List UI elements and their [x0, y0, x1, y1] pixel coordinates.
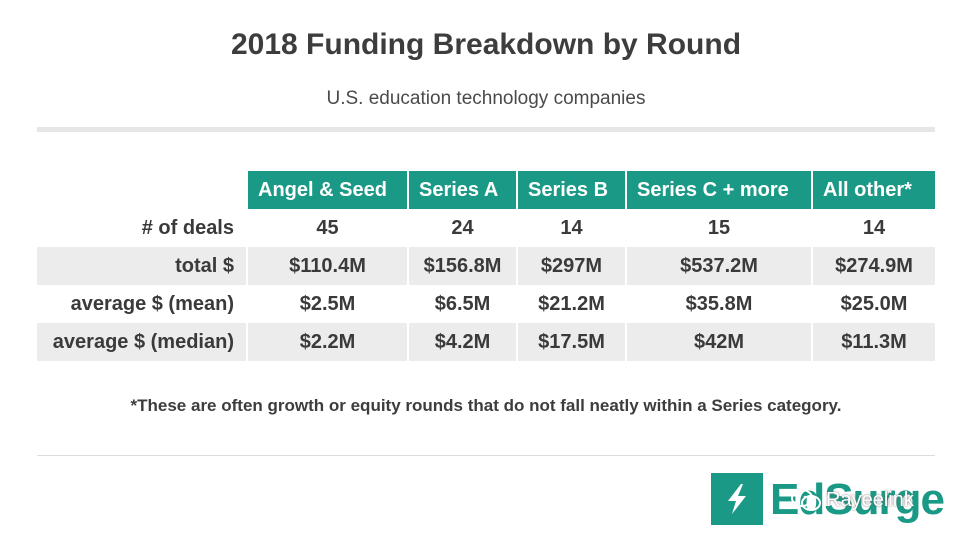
row-label: average $ (mean) — [70, 292, 234, 315]
table-row: # of deals 45 24 14 15 14 — [37, 209, 935, 247]
table-cell: $537.2M — [625, 247, 811, 285]
table-cell: $274.9M — [811, 247, 935, 285]
table-cell: $25.0M — [811, 285, 935, 323]
table-cell: 24 — [407, 209, 516, 247]
chart-title: 2018 Funding Breakdown by Round — [230, 28, 742, 61]
table-row: average $ (mean) $2.5M $6.5M $21.2M $35.… — [37, 285, 935, 323]
table-cell: $2.2M — [246, 323, 407, 361]
row-label: # of deals — [141, 216, 234, 239]
wechat-icon — [791, 489, 821, 511]
column-header: Series B — [516, 171, 625, 209]
table-cell: $297M — [516, 247, 625, 285]
table-cell: $21.2M — [516, 285, 625, 323]
column-header: All other* — [811, 171, 935, 209]
table-cell: 14 — [811, 209, 935, 247]
table-cell: $156.8M — [407, 247, 516, 285]
column-header: Series C + more — [625, 171, 811, 209]
table-cell: 45 — [246, 209, 407, 247]
watermark: Rayeelink — [790, 488, 914, 512]
table-cell: $6.5M — [407, 285, 516, 323]
table-row: average $ (median) $2.2M $4.2M $17.5M $4… — [37, 323, 935, 361]
table-row: total $ $110.4M $156.8M $297M $537.2M $2… — [37, 247, 935, 285]
row-label: average $ (median) — [37, 323, 246, 361]
footnote: *These are often growth or equity rounds… — [130, 396, 842, 415]
edsurge-logo: EdSurge — [770, 475, 945, 524]
table-cell: $2.5M — [246, 285, 407, 323]
table-cell: $4.2M — [407, 323, 516, 361]
table-header-row: Angel & Seed Series A Series B Series C … — [37, 171, 935, 209]
funding-table: Angel & Seed Series A Series B Series C … — [37, 171, 935, 361]
column-header: Series A — [407, 171, 516, 209]
lightning-bolt-icon — [711, 473, 763, 525]
chart-subtitle: U.S. education technology companies — [326, 88, 646, 109]
top-divider — [37, 127, 935, 132]
row-label: total $ — [37, 247, 246, 285]
bottom-divider — [37, 455, 935, 456]
table-cell: 14 — [516, 209, 625, 247]
table-cell: $11.3M — [811, 323, 935, 361]
table-cell: $17.5M — [516, 323, 625, 361]
table-cell: $42M — [625, 323, 811, 361]
header-corner — [37, 171, 246, 209]
table-cell: $35.8M — [625, 285, 811, 323]
table-cell: $110.4M — [246, 247, 407, 285]
table-cell: 15 — [625, 209, 811, 247]
watermark-text: Rayeelink — [826, 488, 914, 511]
column-header: Angel & Seed — [246, 171, 407, 209]
